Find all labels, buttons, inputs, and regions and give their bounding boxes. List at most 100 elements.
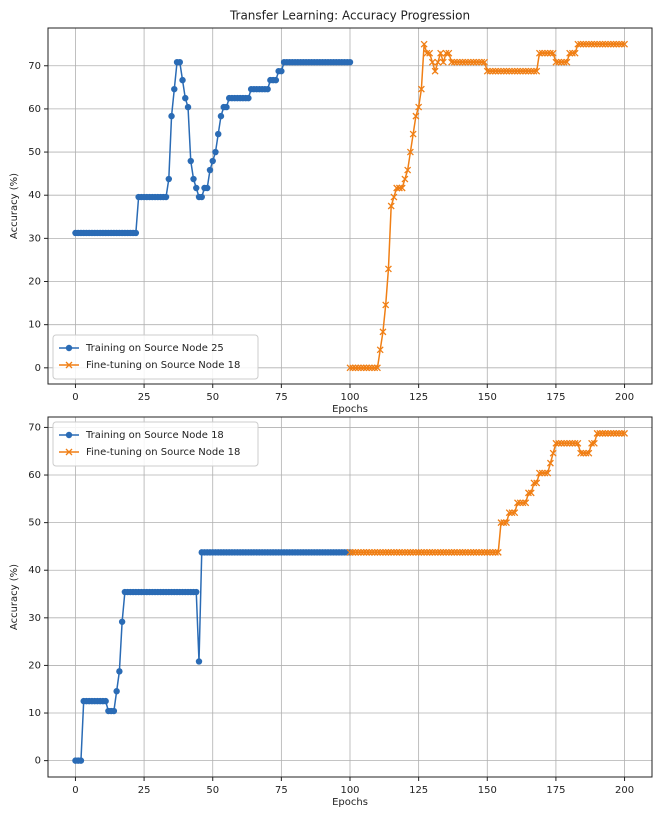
point	[516, 499, 524, 507]
point	[604, 429, 612, 437]
point	[464, 548, 472, 556]
point	[563, 58, 571, 66]
point	[349, 364, 357, 372]
point	[379, 548, 387, 556]
point	[607, 40, 615, 48]
y-tick-label: 0	[35, 756, 41, 767]
y-tick-label: 10	[28, 320, 41, 331]
point	[198, 193, 205, 201]
point	[420, 40, 428, 48]
point	[193, 184, 200, 192]
y-tick-label: 70	[28, 61, 41, 72]
point	[549, 449, 557, 457]
point	[412, 548, 420, 556]
point	[486, 67, 494, 75]
point	[563, 439, 571, 447]
point	[612, 40, 620, 48]
point	[442, 49, 450, 57]
point	[349, 548, 357, 556]
point	[508, 509, 516, 517]
point	[481, 58, 488, 66]
point	[615, 40, 623, 48]
legend-marker	[65, 344, 73, 352]
point	[621, 40, 629, 48]
point	[500, 519, 508, 527]
point	[176, 58, 183, 66]
point	[118, 618, 126, 625]
point	[511, 67, 519, 75]
point	[544, 49, 552, 57]
point	[168, 112, 175, 120]
legend-box	[52, 421, 259, 467]
point	[272, 76, 280, 84]
point	[601, 40, 609, 48]
point	[423, 548, 431, 556]
y-axis-label: Accuracy (%)	[9, 564, 20, 630]
x-tick-label: 200	[615, 785, 634, 796]
y-tick-label: 30	[28, 233, 41, 244]
point	[165, 175, 172, 183]
point	[483, 548, 491, 556]
point	[470, 548, 478, 556]
point	[593, 429, 601, 437]
point	[590, 439, 598, 447]
point	[494, 548, 502, 556]
y-tick-label: 10	[28, 708, 41, 719]
x-tick-label: 100	[340, 392, 359, 403]
point	[544, 469, 552, 477]
point	[546, 459, 554, 467]
x-tick-label: 150	[478, 785, 497, 796]
point	[601, 429, 609, 437]
point	[409, 548, 417, 556]
point	[568, 49, 576, 57]
point	[522, 499, 530, 507]
point	[215, 130, 222, 138]
point	[179, 76, 186, 84]
point	[571, 439, 579, 447]
chart-title: Transfer Learning: Accuracy Progression	[229, 9, 470, 23]
point	[346, 58, 354, 66]
point	[579, 449, 587, 457]
point	[541, 49, 549, 57]
point	[503, 67, 510, 75]
point	[593, 40, 601, 48]
legend-label: Training on Source Node 25	[85, 343, 224, 354]
point	[530, 67, 538, 75]
point	[555, 58, 563, 66]
point	[557, 58, 565, 66]
point	[472, 548, 480, 556]
point	[590, 40, 598, 48]
point	[612, 429, 620, 437]
point	[475, 548, 483, 556]
point	[503, 519, 510, 527]
point	[415, 103, 423, 111]
point	[390, 193, 398, 201]
point	[527, 489, 535, 497]
y-tick-label: 30	[28, 613, 41, 624]
point	[453, 58, 461, 66]
point	[365, 364, 373, 372]
point	[439, 58, 447, 66]
point	[494, 67, 502, 75]
point	[406, 548, 414, 556]
point	[132, 229, 140, 237]
point	[193, 588, 200, 596]
x-axis-label: Epochs	[332, 404, 368, 415]
point	[492, 67, 499, 75]
point	[195, 658, 203, 665]
point	[373, 548, 381, 556]
x-tick-label: 175	[546, 392, 565, 403]
point	[524, 489, 532, 497]
point	[508, 67, 516, 75]
point	[401, 175, 409, 183]
point	[461, 58, 469, 66]
y-tick-label: 40	[28, 190, 41, 201]
point	[467, 548, 475, 556]
point	[566, 439, 574, 447]
point	[376, 548, 384, 556]
point	[360, 548, 368, 556]
point	[217, 112, 225, 120]
point	[621, 429, 629, 437]
point	[582, 40, 590, 48]
